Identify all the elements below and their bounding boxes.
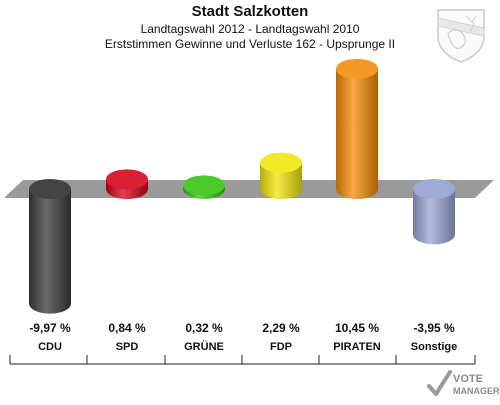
chart-title: Stadt Salzkotten [191,3,309,20]
bar-spd [106,169,148,199]
category-label-sonstige: Sonstige [411,341,457,353]
bar-fdp [260,152,302,199]
category-label-fdp: FDP [270,341,292,353]
bar-cap-cdu [29,179,71,199]
logo-text-bottom: MANAGER [453,386,500,396]
chart-subtitle-2: Erststimmen Gewinne und Verluste 162 - U… [104,37,396,51]
category-label-spd: SPD [116,341,139,353]
bar-cap-sonstige [413,179,455,199]
value-label-cdu: -9,97 % [29,321,71,335]
value-label-spd: 0,84 % [108,321,146,335]
bar-body-piraten [336,68,378,199]
bar-gr-ne [183,175,225,199]
category-label-cdu: CDU [38,341,62,353]
value-label-gr-ne: 0,32 % [185,321,223,335]
bar-body-fdp [260,162,302,199]
bar-cap-gr-ne [183,175,225,196]
value-label-fdp: 2,29 % [262,321,300,335]
bar-piraten [336,58,378,199]
votemanager-logo: VOTE MANAGER [426,368,500,400]
bar-body-sonstige [413,189,455,245]
bar-cap-spd [106,169,148,190]
value-label-piraten: 10,45 % [335,321,379,335]
bar-cap-fdp [260,152,302,173]
coat-of-arms-icon [437,9,485,63]
category-label-piraten: PIRATEN [333,341,381,353]
bar-body-cdu [29,189,71,314]
checkmark-icon [427,370,452,396]
value-label-sonstige: -3,95 % [413,321,455,335]
bar-sonstige [413,179,455,245]
bar-cdu [29,179,71,314]
bar-cap-piraten [336,58,378,79]
chart-subtitle-1: Landtagswahl 2012 - Landtagswahl 2010 [140,22,360,36]
logo-text-top: VOTE [453,373,483,385]
category-label-gr-ne: GRÜNE [184,340,224,353]
